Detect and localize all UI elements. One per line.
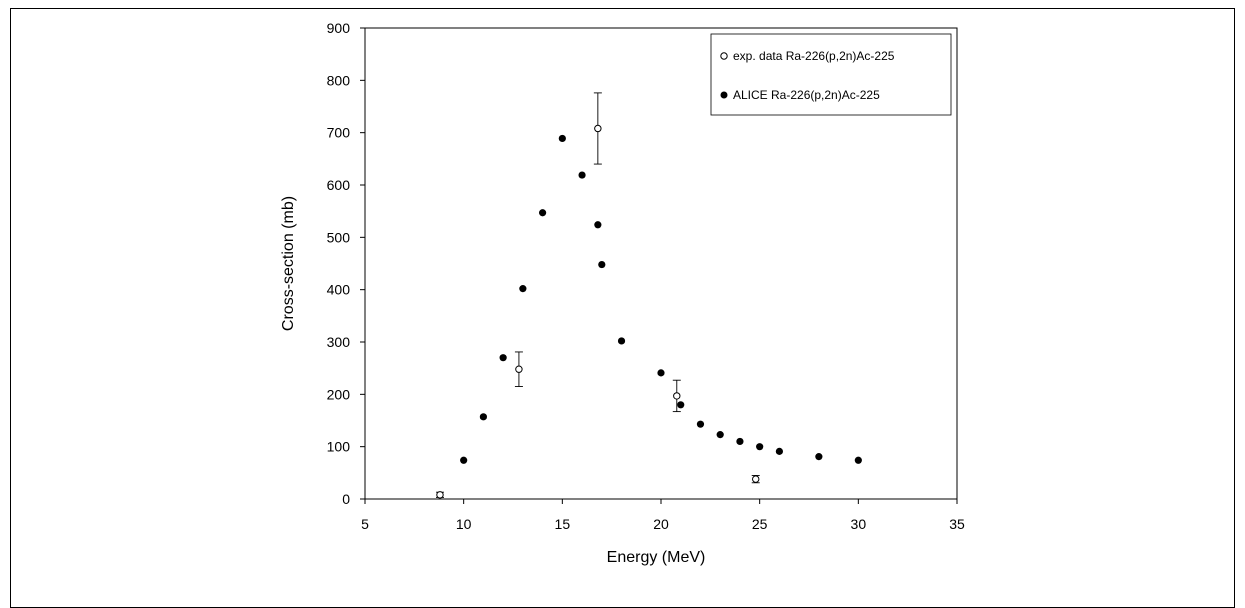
alice-point [677, 401, 685, 409]
alice-point [756, 443, 764, 451]
scatter-chart: 5 10 15 20 25 30 35 0 100 200 300 400 500 600 700 800 90… [280, 20, 965, 566]
y-tick-label: 700 [327, 125, 351, 141]
alice-point [558, 134, 566, 143]
legend: exp. data Ra-226(p,2n)Ac-225 ALICE Ra-22… [710, 33, 952, 116]
x-tick-label: 10 [456, 516, 472, 532]
y-tick-label: 400 [327, 282, 351, 298]
alice-point [598, 260, 606, 269]
y-tick-label: 200 [327, 386, 351, 402]
y-tick-label: 800 [327, 72, 351, 88]
alice-point [657, 369, 665, 377]
alice-point [854, 456, 862, 464]
alice-point [578, 171, 586, 179]
legend-label-alice: ALICE Ra-226(p,2n)Ac-225 [733, 88, 880, 102]
alice-point [519, 285, 527, 293]
alice-point [594, 221, 602, 229]
exp-data-point [752, 475, 760, 483]
alice-point [815, 453, 823, 461]
x-tick-label: 25 [752, 516, 768, 532]
alice-point [539, 209, 547, 217]
y-tick-label: 0 [342, 491, 350, 507]
alice-point [479, 413, 487, 421]
exp-data-point [594, 124, 602, 133]
alice-point [775, 447, 784, 455]
alice-point [736, 437, 744, 446]
x-tick-label: 30 [851, 516, 867, 532]
axis-ticks: 5 10 15 20 25 30 35 0 100 200 300 400 500 600 700 800 90… [327, 20, 965, 532]
y-tick-label: 500 [327, 229, 351, 245]
exp-data-point [515, 365, 523, 373]
y-axis-title: Cross-section (mb) [280, 196, 297, 331]
alice-point [460, 456, 468, 464]
x-tick-label: 35 [949, 516, 965, 532]
y-tick-label: 300 [327, 334, 351, 350]
legend-marker-open-circle [720, 52, 728, 60]
y-tick-label: 600 [327, 177, 351, 193]
y-tick-label: 900 [327, 20, 351, 36]
alice-point [696, 420, 705, 428]
legend-label-exp-data: exp. data Ra-226(p,2n)Ac-225 [733, 49, 895, 63]
alice-point [617, 337, 626, 345]
alice-point [716, 431, 724, 439]
legend-box [710, 33, 952, 116]
x-tick-label: 20 [653, 516, 669, 532]
legend-marker-filled-circle [720, 91, 728, 99]
x-tick-label: 15 [555, 516, 571, 532]
x-tick-label: 5 [361, 516, 369, 532]
exp-data-point [436, 491, 444, 499]
alice-point [499, 354, 507, 362]
x-axis-title: Energy (MeV) [607, 549, 706, 566]
exp-data-point [673, 392, 681, 400]
y-tick-label: 100 [327, 439, 351, 455]
data-points [435, 92, 862, 499]
